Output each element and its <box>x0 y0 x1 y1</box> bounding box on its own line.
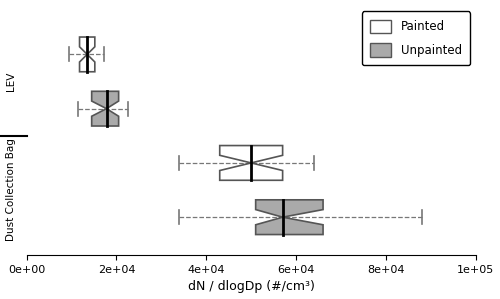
Polygon shape <box>92 91 118 126</box>
X-axis label: dN / dlogDp (#/cm³): dN / dlogDp (#/cm³) <box>188 280 314 293</box>
Legend: Painted, Unpainted: Painted, Unpainted <box>362 11 470 65</box>
Polygon shape <box>80 37 95 72</box>
Polygon shape <box>220 146 282 180</box>
Polygon shape <box>256 200 323 234</box>
